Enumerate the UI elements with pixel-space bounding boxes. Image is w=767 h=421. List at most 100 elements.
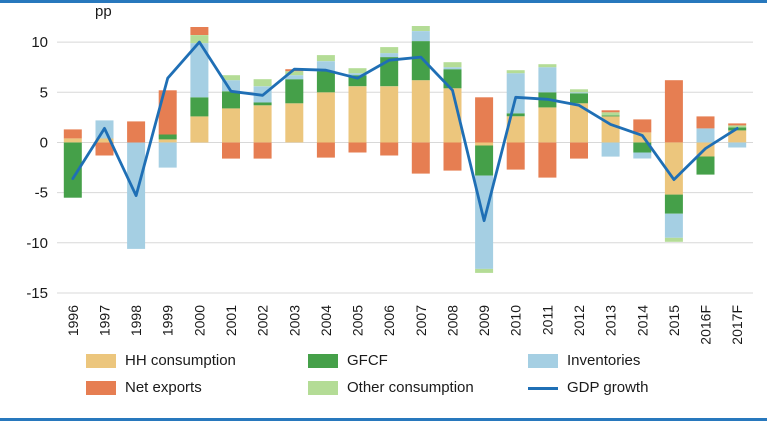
bar-segment: [570, 142, 588, 159]
bottom-rule: [0, 418, 767, 421]
bar-segment: [127, 121, 146, 143]
bar-segment: [633, 119, 652, 133]
bar-segment: [158, 134, 177, 140]
legend-label: GFCF: [347, 352, 388, 369]
bar-segment: [190, 27, 209, 35]
bar-segment: [411, 41, 430, 81]
bar-segment: [601, 142, 620, 157]
bar-segment: [348, 86, 367, 143]
x-tick-label: 2006: [381, 305, 397, 336]
bar-segment: [664, 237, 683, 242]
bar-segment: [506, 116, 525, 143]
bar-segment: [443, 67, 462, 70]
other-consumption-swatch-icon: [308, 381, 338, 395]
hh-consumption-swatch-icon: [86, 354, 116, 368]
bar-segment: [506, 113, 525, 117]
bar-segment: [696, 116, 715, 129]
bar-segment: [570, 89, 588, 93]
chart-legend: HH consumption GFCF Inventories Net expo…: [86, 352, 767, 397]
bar-segment: [696, 156, 715, 175]
x-tick-label: 1998: [128, 305, 144, 336]
bar-segment: [222, 80, 240, 92]
bar-segment: [411, 80, 430, 143]
bar-segment: [443, 88, 462, 143]
legend-label: Other consumption: [347, 379, 474, 396]
x-tick-label: 2014: [634, 305, 650, 336]
bar-segment: [316, 71, 335, 93]
bar-segment: [63, 138, 82, 143]
bar-segment: [601, 115, 620, 117]
bar-segment: [538, 142, 557, 178]
x-tick-label: 2010: [508, 305, 524, 336]
bar-segment: [222, 108, 240, 143]
bar-segment: [253, 105, 272, 143]
y-tick-label: 5: [40, 84, 48, 101]
bar-segment: [285, 103, 304, 143]
legend-item-gdp-growth: GDP growth: [528, 379, 767, 397]
bar-segment: [158, 90, 177, 135]
y-tick-label: -15: [26, 285, 48, 302]
bar-segment: [728, 130, 747, 143]
bar-segment: [443, 69, 462, 89]
bar-segment: [411, 26, 430, 31]
bar-segment: [222, 75, 240, 81]
x-tick-label: 2007: [413, 305, 429, 336]
bar-segment: [190, 116, 209, 143]
bar-segment: [316, 92, 335, 143]
x-tick-label: 2016F: [698, 305, 714, 345]
bar-segment: [506, 70, 525, 74]
bar-segment: [190, 43, 209, 98]
top-rule: [0, 0, 767, 3]
bar-segment: [253, 79, 272, 87]
x-tick-label: 2017F: [729, 305, 745, 345]
bar-segment: [538, 67, 557, 93]
bar-segment: [63, 129, 82, 139]
net-exports-swatch-icon: [86, 381, 116, 395]
x-tick-label: 2008: [445, 305, 461, 336]
y-tick-label: 0: [40, 135, 48, 152]
x-tick-label: 1997: [97, 305, 113, 336]
x-tick-label: 2003: [286, 305, 302, 336]
bar-segment: [222, 142, 240, 159]
bar-segment: [190, 97, 209, 117]
x-tick-label: 2002: [255, 305, 271, 336]
bar-segment: [664, 194, 683, 214]
bar-segment: [95, 138, 114, 143]
bar-segment: [664, 213, 683, 238]
bar-segment: [348, 68, 367, 74]
y-tick-label: -10: [26, 235, 48, 252]
inventories-swatch-icon: [528, 354, 558, 368]
x-tick-label: 2004: [318, 305, 334, 336]
bar-segment: [190, 35, 209, 44]
bar-segment: [253, 142, 272, 159]
y-tick-label: 10: [31, 34, 48, 51]
bar-segment: [728, 125, 747, 128]
legend-label: HH consumption: [125, 352, 236, 369]
bar-segment: [538, 107, 557, 143]
x-tick-label: 2001: [223, 305, 239, 336]
bar-segment: [728, 123, 747, 126]
bar-segment: [380, 142, 399, 156]
gdp-decomposition-chart: -15 -10 -5 0 5 10 pp 1996 1997 1998 1999 2000 2001 20…: [26, 3, 753, 345]
y-tick-label: -5: [35, 185, 48, 202]
legend-item-inventories: Inventories: [528, 352, 767, 370]
gfcf-swatch-icon: [308, 354, 338, 368]
bar-segment: [475, 145, 494, 176]
legend-item-net-exports: Net exports: [86, 379, 308, 397]
bar-segment: [506, 142, 525, 170]
legend-label: Net exports: [125, 379, 202, 396]
bar-segment: [475, 268, 494, 273]
bar-segment: [570, 103, 588, 143]
bar-segment: [538, 64, 557, 68]
legend-item-other-consumption: Other consumption: [308, 379, 528, 397]
legend-item-gfcf: GFCF: [308, 352, 528, 370]
y-axis-unit-label: pp: [95, 3, 112, 20]
x-tick-label: 2011: [539, 305, 555, 335]
bar-segment: [316, 61, 335, 72]
bar-segment: [253, 102, 272, 106]
bar-segment: [443, 62, 462, 68]
bar-segment: [285, 79, 304, 104]
bar-segment: [316, 55, 335, 62]
bar-segment: [443, 142, 462, 171]
